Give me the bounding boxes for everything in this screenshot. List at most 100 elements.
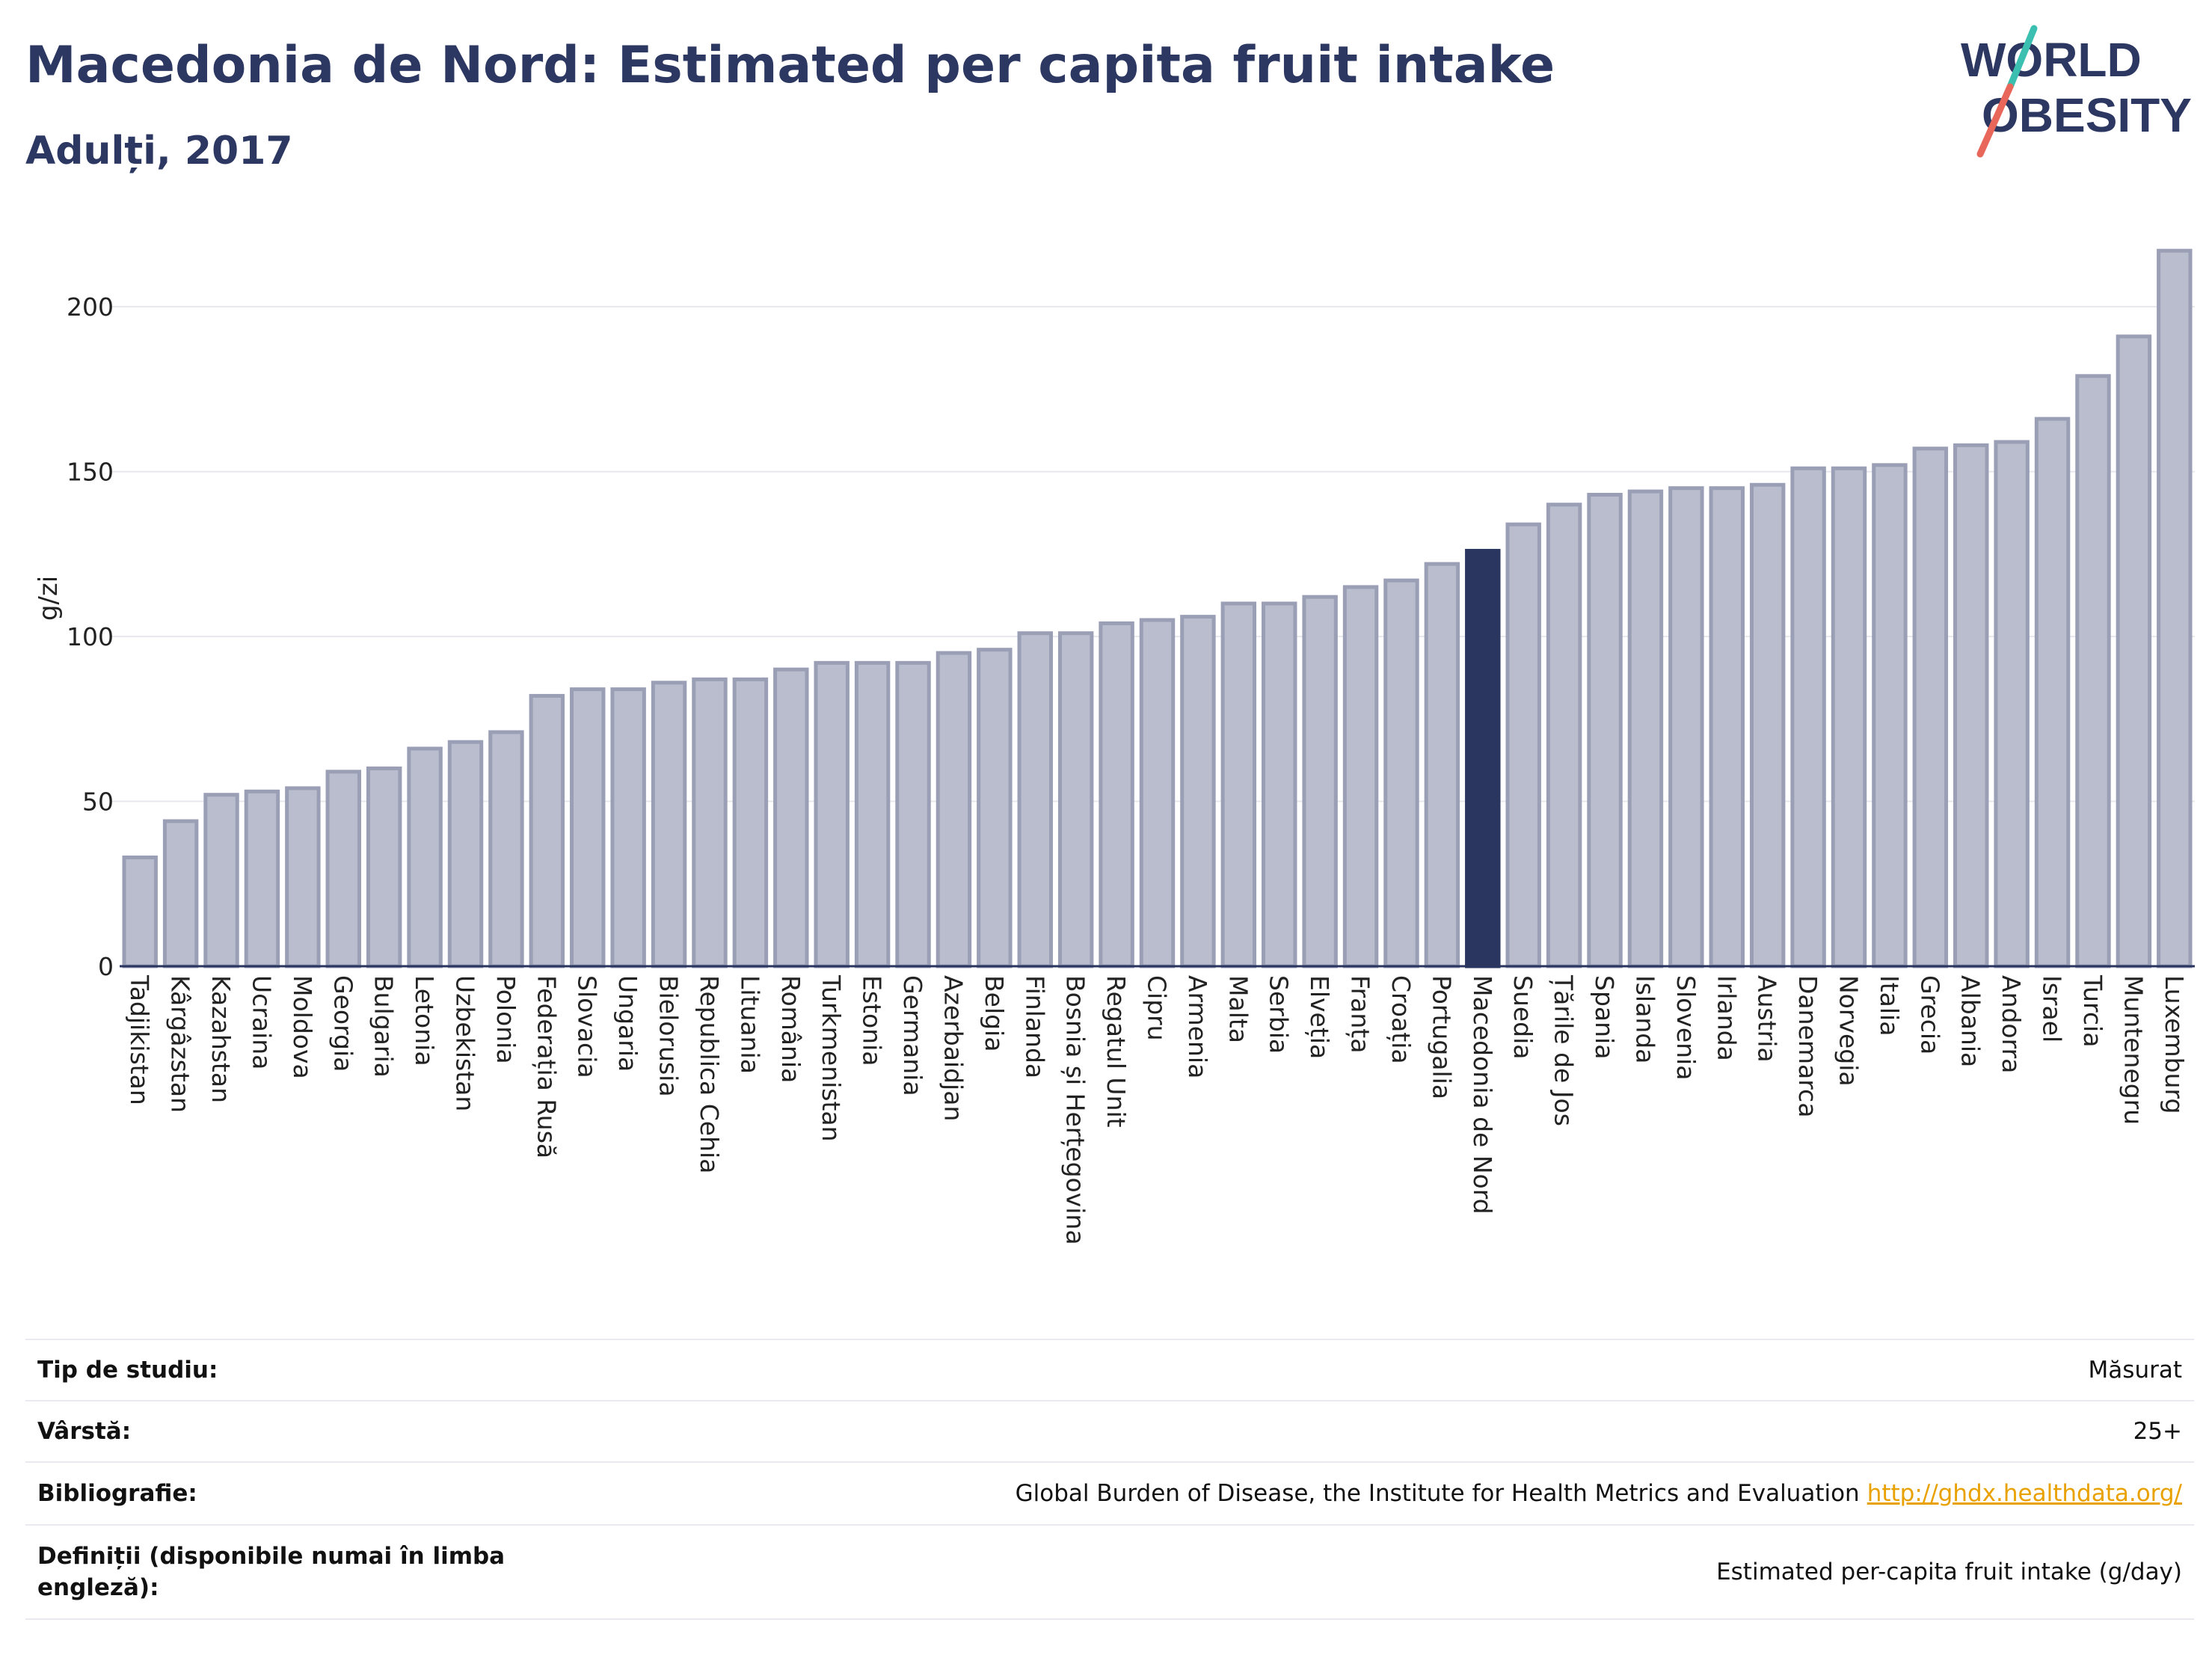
logo-slash-coral bbox=[1976, 83, 2014, 158]
x-category-label: Suedia bbox=[1508, 975, 1537, 1060]
x-category-label: Finlanda bbox=[1020, 975, 1049, 1078]
x-category-label: Moldova bbox=[288, 975, 317, 1079]
bar bbox=[1587, 493, 1623, 968]
bar bbox=[407, 746, 443, 968]
x-category-label: Malta bbox=[1223, 975, 1253, 1043]
x-category-label: Cipru bbox=[1143, 975, 1172, 1041]
x-category-label: Macedonia de Nord bbox=[1468, 975, 1497, 1215]
info-label: Bibliografie: bbox=[37, 1480, 197, 1507]
x-category-label: Norvegia bbox=[1834, 975, 1864, 1087]
x-category-label: Azerbaidjan bbox=[938, 975, 968, 1121]
x-category-label: Ucraina bbox=[247, 975, 276, 1069]
x-category-label: Slovacia bbox=[573, 975, 602, 1078]
x-category-label: Republica Cehia bbox=[695, 975, 724, 1173]
bar bbox=[447, 740, 484, 968]
y-axis-title: g/zi bbox=[34, 576, 64, 621]
logo-text-obesity: OBESITY bbox=[1982, 88, 2192, 142]
bar bbox=[203, 793, 239, 968]
bar bbox=[1017, 631, 1053, 968]
bar bbox=[244, 789, 280, 968]
x-category-label: Portugalia bbox=[1427, 975, 1456, 1099]
bar bbox=[1790, 466, 1826, 968]
bar bbox=[1342, 585, 1379, 968]
logo-text-world: WORLD bbox=[1961, 33, 2142, 87]
bar bbox=[1709, 486, 1745, 968]
bar bbox=[1180, 615, 1216, 968]
bar bbox=[2075, 374, 2111, 968]
y-tick-label: 100 bbox=[67, 622, 114, 651]
y-tick-label: 50 bbox=[82, 787, 114, 817]
x-category-label: Regatul Unit bbox=[1102, 975, 1131, 1128]
x-category-label: Armenia bbox=[1183, 975, 1212, 1078]
logo-slash-teal bbox=[2006, 25, 2038, 90]
bar bbox=[1220, 601, 1257, 968]
y-tick-label: 150 bbox=[67, 458, 114, 487]
x-category-label: Luxemburg bbox=[2160, 975, 2189, 1114]
info-label: Tip de studiu: bbox=[37, 1357, 218, 1384]
bar bbox=[936, 651, 972, 968]
x-category-label: Kazahstan bbox=[206, 975, 236, 1103]
bar bbox=[732, 677, 769, 968]
bar bbox=[1627, 489, 1664, 968]
bar-chart: 0 50 100 150 200 Tadjikistan Kârgâzstan Kazahs… bbox=[34, 248, 2195, 1245]
bar bbox=[1099, 621, 1134, 968]
info-value: Global Burden of Disease, the Institute … bbox=[1016, 1480, 2182, 1507]
y-tick-label: 0 bbox=[98, 952, 114, 981]
bar-highlighted bbox=[1465, 548, 1501, 968]
bar bbox=[1546, 503, 1582, 968]
x-category-label: Germania bbox=[898, 975, 927, 1096]
y-tick-label: 200 bbox=[67, 292, 114, 322]
bar bbox=[325, 770, 361, 968]
x-category-label: România bbox=[776, 975, 805, 1083]
bar bbox=[773, 667, 809, 968]
x-category-label: Lituania bbox=[735, 975, 764, 1074]
x-category-label: Bosnia și Herțegovina bbox=[1060, 975, 1090, 1245]
x-category-label: Țările de Jos bbox=[1549, 974, 1579, 1126]
x-category-label: Estonia bbox=[858, 975, 887, 1066]
x-category-label: Belgia bbox=[980, 975, 1009, 1051]
bar bbox=[285, 786, 321, 968]
bar bbox=[122, 856, 158, 968]
bar bbox=[1831, 466, 1867, 968]
bar bbox=[1872, 463, 1908, 968]
bar bbox=[1505, 522, 1541, 968]
info-value: Măsurat bbox=[2088, 1357, 2182, 1384]
x-category-label: Italia bbox=[1875, 975, 1904, 1036]
bar bbox=[1994, 440, 2030, 968]
world-obesity-logo: WORLD OBESITY bbox=[1961, 25, 2192, 158]
x-category-label: Irlanda bbox=[1712, 975, 1741, 1061]
info-row-bibliography: Bibliografie: Global Burden of Disease, … bbox=[25, 1461, 2194, 1524]
bar bbox=[2157, 248, 2193, 968]
x-axis-labels: Tadjikistan Kârgâzstan Kazahstan Ucraina Mol… bbox=[125, 974, 2189, 1245]
x-category-label: Danemarca bbox=[1793, 975, 1822, 1117]
x-category-label: Turkmenistan bbox=[817, 974, 846, 1142]
x-category-label: Spania bbox=[1590, 975, 1619, 1059]
x-category-label: Muntenegru bbox=[2119, 975, 2148, 1125]
bar bbox=[651, 681, 687, 968]
x-category-label: Federația Rusă bbox=[531, 975, 561, 1158]
x-category-label: Georgia bbox=[328, 975, 357, 1072]
bar bbox=[1139, 618, 1176, 968]
x-category-label: Polonia bbox=[491, 975, 520, 1064]
bar bbox=[2034, 417, 2071, 968]
x-category-label: Andorra bbox=[1997, 975, 2026, 1073]
x-category-label: Ungaria bbox=[613, 975, 642, 1072]
x-category-label: Islanda bbox=[1630, 975, 1659, 1063]
x-category-label: Slovenia bbox=[1671, 975, 1701, 1080]
info-label: Vârstă: bbox=[37, 1418, 132, 1445]
x-category-label: Bulgaria bbox=[369, 975, 399, 1078]
x-category-label: Franța bbox=[1345, 975, 1375, 1053]
info-row-definitions: Definiții (disponibile numai în limba en… bbox=[25, 1524, 2194, 1620]
bar bbox=[854, 660, 891, 968]
bibliography-link[interactable]: http://ghdx.healthdata.org/ bbox=[1867, 1480, 2182, 1507]
x-category-label: Tadjikistan bbox=[125, 974, 154, 1105]
x-category-label: Letonia bbox=[410, 975, 439, 1066]
bar bbox=[1262, 601, 1297, 968]
bar bbox=[1668, 486, 1704, 968]
bar bbox=[366, 766, 402, 968]
x-category-label: Kârgâzstan bbox=[166, 975, 195, 1113]
bar bbox=[692, 677, 728, 968]
bar bbox=[570, 687, 606, 968]
x-category-label: Elveția bbox=[1304, 975, 1334, 1059]
x-category-label: Israel bbox=[2038, 975, 2067, 1043]
